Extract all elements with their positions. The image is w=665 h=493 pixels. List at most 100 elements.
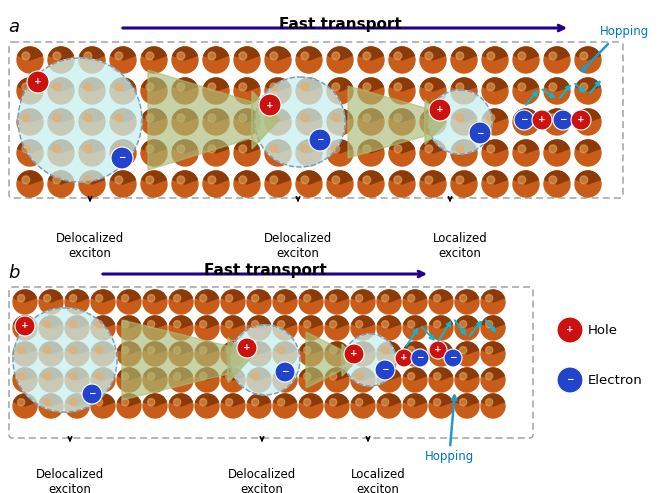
Circle shape bbox=[174, 347, 181, 354]
Text: −: − bbox=[281, 367, 289, 377]
Wedge shape bbox=[352, 394, 374, 406]
Circle shape bbox=[13, 394, 37, 418]
Circle shape bbox=[110, 171, 136, 197]
Wedge shape bbox=[14, 368, 37, 380]
Circle shape bbox=[53, 145, 61, 153]
Circle shape bbox=[17, 78, 43, 104]
Circle shape bbox=[518, 114, 526, 122]
Circle shape bbox=[146, 114, 154, 122]
Circle shape bbox=[277, 373, 285, 380]
Circle shape bbox=[22, 52, 30, 60]
Circle shape bbox=[91, 368, 115, 392]
Circle shape bbox=[330, 373, 336, 380]
Wedge shape bbox=[514, 78, 538, 91]
Circle shape bbox=[48, 171, 74, 197]
Wedge shape bbox=[378, 368, 400, 380]
Wedge shape bbox=[430, 316, 452, 328]
Circle shape bbox=[460, 320, 467, 328]
Text: +: + bbox=[538, 115, 546, 125]
Circle shape bbox=[403, 342, 427, 366]
Wedge shape bbox=[274, 394, 297, 406]
Circle shape bbox=[482, 171, 508, 197]
Circle shape bbox=[91, 290, 115, 314]
Circle shape bbox=[251, 398, 259, 406]
Circle shape bbox=[234, 140, 260, 166]
Wedge shape bbox=[430, 368, 452, 380]
Wedge shape bbox=[274, 316, 297, 328]
Circle shape bbox=[273, 316, 297, 340]
Circle shape bbox=[265, 78, 291, 104]
Wedge shape bbox=[92, 368, 114, 380]
Circle shape bbox=[580, 114, 588, 122]
Wedge shape bbox=[235, 140, 259, 153]
Circle shape bbox=[195, 394, 219, 418]
Circle shape bbox=[408, 294, 415, 302]
Ellipse shape bbox=[230, 325, 300, 395]
Circle shape bbox=[549, 83, 557, 91]
Text: −: − bbox=[567, 376, 574, 385]
Circle shape bbox=[273, 342, 297, 366]
Circle shape bbox=[44, 320, 51, 328]
Wedge shape bbox=[452, 140, 476, 153]
Wedge shape bbox=[203, 47, 228, 60]
Circle shape bbox=[270, 114, 278, 122]
Text: Fast transport: Fast transport bbox=[279, 17, 402, 32]
Circle shape bbox=[221, 368, 245, 392]
Circle shape bbox=[15, 316, 35, 336]
Circle shape bbox=[575, 171, 601, 197]
Circle shape bbox=[394, 52, 402, 60]
Circle shape bbox=[70, 320, 76, 328]
Circle shape bbox=[70, 294, 76, 302]
Circle shape bbox=[13, 342, 37, 366]
Circle shape bbox=[143, 394, 167, 418]
Circle shape bbox=[96, 320, 103, 328]
Wedge shape bbox=[203, 78, 228, 91]
Circle shape bbox=[403, 290, 427, 314]
Wedge shape bbox=[297, 78, 321, 91]
Circle shape bbox=[394, 83, 402, 91]
Circle shape bbox=[460, 294, 467, 302]
Circle shape bbox=[177, 145, 185, 153]
Ellipse shape bbox=[344, 334, 396, 386]
Circle shape bbox=[299, 394, 323, 418]
Wedge shape bbox=[390, 171, 414, 184]
Circle shape bbox=[363, 114, 371, 122]
Circle shape bbox=[44, 347, 51, 354]
Circle shape bbox=[239, 176, 247, 184]
Circle shape bbox=[299, 368, 323, 392]
Circle shape bbox=[330, 398, 336, 406]
Circle shape bbox=[53, 114, 61, 122]
Circle shape bbox=[270, 83, 278, 91]
Circle shape bbox=[48, 109, 74, 135]
Polygon shape bbox=[425, 100, 446, 144]
Circle shape bbox=[518, 52, 526, 60]
Circle shape bbox=[79, 171, 105, 197]
Wedge shape bbox=[576, 109, 600, 122]
Circle shape bbox=[200, 373, 207, 380]
Circle shape bbox=[174, 398, 181, 406]
Circle shape bbox=[377, 342, 401, 366]
Circle shape bbox=[17, 294, 25, 302]
Wedge shape bbox=[80, 171, 104, 184]
Wedge shape bbox=[80, 47, 104, 60]
Circle shape bbox=[425, 176, 433, 184]
Circle shape bbox=[117, 316, 141, 340]
Wedge shape bbox=[297, 109, 321, 122]
Text: +: + bbox=[400, 353, 408, 362]
Circle shape bbox=[444, 349, 462, 367]
Wedge shape bbox=[170, 316, 192, 328]
Wedge shape bbox=[576, 78, 600, 91]
Wedge shape bbox=[49, 78, 73, 91]
Circle shape bbox=[169, 342, 193, 366]
Wedge shape bbox=[203, 109, 228, 122]
Wedge shape bbox=[359, 109, 383, 122]
Wedge shape bbox=[404, 368, 426, 380]
Circle shape bbox=[148, 373, 155, 380]
Wedge shape bbox=[300, 290, 323, 302]
Circle shape bbox=[296, 171, 322, 197]
Circle shape bbox=[239, 52, 247, 60]
Wedge shape bbox=[328, 171, 352, 184]
Circle shape bbox=[487, 176, 495, 184]
Circle shape bbox=[251, 373, 259, 380]
Circle shape bbox=[174, 373, 181, 380]
